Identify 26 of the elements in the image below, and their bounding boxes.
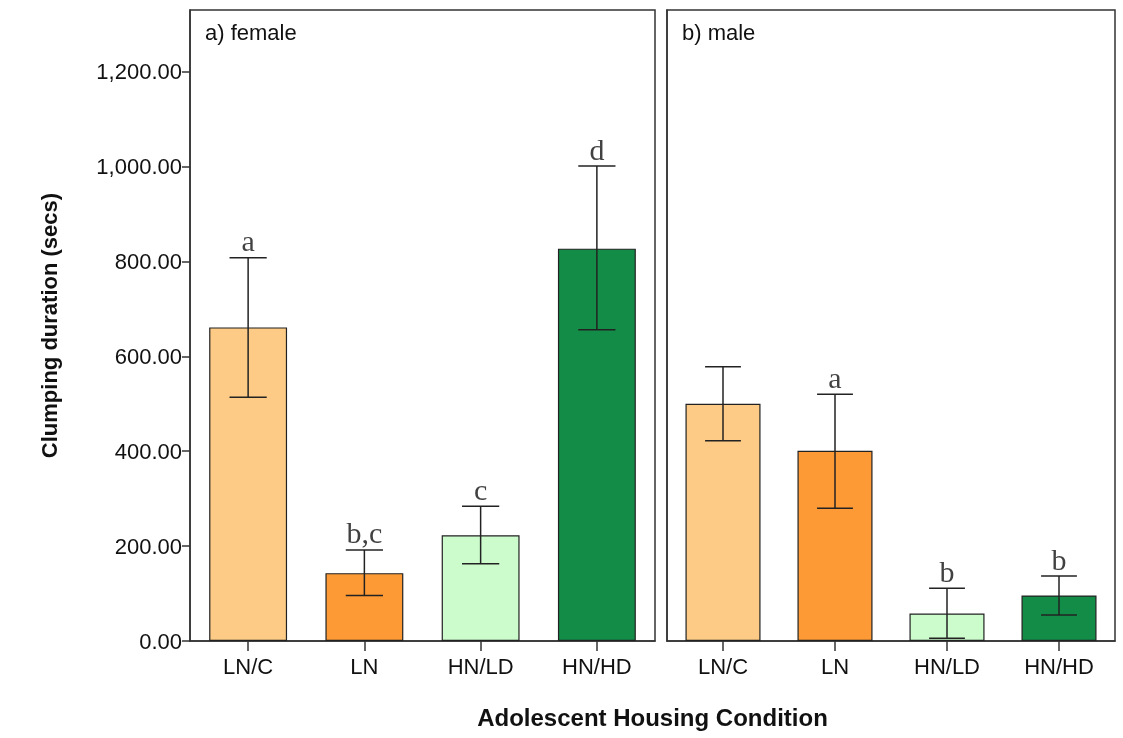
chart-title: b) male (682, 19, 756, 45)
y-tick-label: 800.00 (114, 248, 182, 274)
x-tick-label: HN/HD (562, 653, 632, 679)
x-tick-label: LN/C (223, 653, 274, 679)
x-tick-label: HN/LD (447, 653, 514, 679)
y-tick-label: 400.00 (114, 438, 182, 464)
y-tick-label: 600.00 (114, 343, 182, 369)
x-tick-label: LN (820, 653, 850, 679)
y-tick-label: 200.00 (114, 533, 182, 559)
x-tick-label: LN/C (697, 653, 749, 679)
y-tick-label: 1,200.00 (96, 59, 182, 85)
x-tick-label: LN (350, 653, 379, 679)
x-tick-label: HN/HD (1024, 653, 1094, 679)
x-axis-title: Adolescent Housing Condition (476, 704, 829, 732)
annotation: b (1051, 542, 1067, 576)
x-tick-label: HN/LD (913, 653, 981, 679)
y-tick-label: 1,000.00 (96, 154, 182, 180)
annotation: a (241, 224, 255, 258)
y-tick-label: 0.00 (139, 628, 182, 654)
chart-title: a) female (205, 19, 297, 45)
annotation: b (939, 554, 955, 588)
annotation: d (589, 132, 605, 166)
annotation: a (828, 360, 842, 394)
annotation: b,c (346, 516, 383, 550)
annotation: c (473, 472, 488, 506)
y-axis-title: Clumping duration (secs) (36, 192, 62, 459)
